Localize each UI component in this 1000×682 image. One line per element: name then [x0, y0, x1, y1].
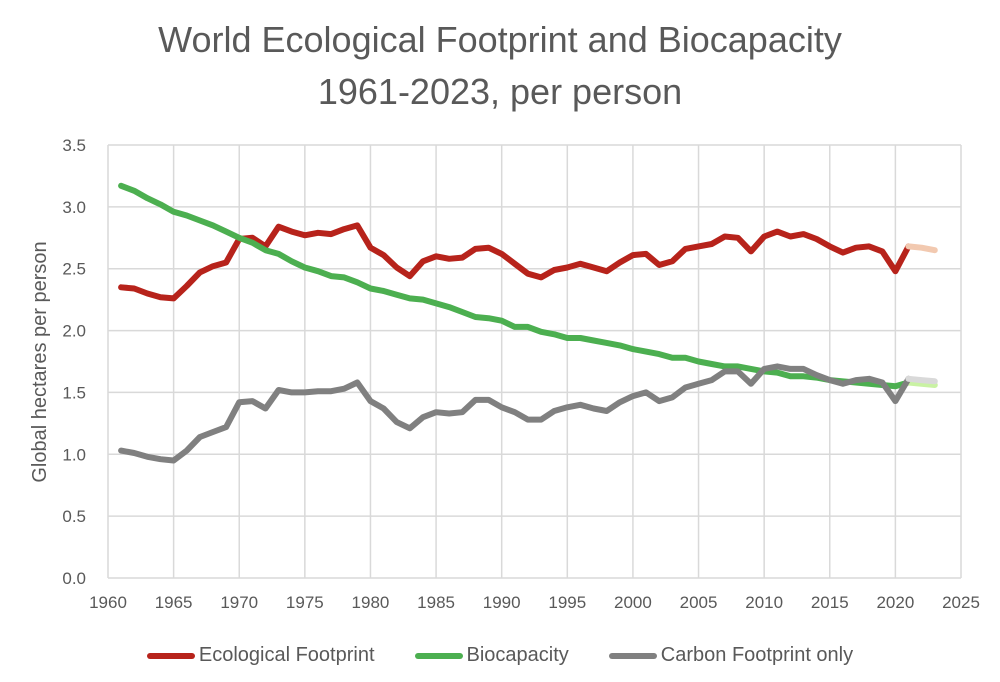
series-lines	[118, 182, 938, 464]
gridlines	[107, 144, 962, 579]
y-tick-label: 1.0	[62, 445, 86, 464]
x-tick-label: 2005	[680, 593, 718, 612]
series-line-biocapacity	[118, 182, 912, 390]
x-tick-label: 2000	[614, 593, 652, 612]
legend-item-biocapacity[interactable]: Biocapacity	[414, 644, 569, 667]
y-tick-label: 1.5	[62, 383, 86, 402]
x-tick-label: 2020	[876, 593, 914, 612]
x-tick-label: 1965	[155, 593, 193, 612]
x-tick-label: 1960	[89, 593, 127, 612]
y-tick-label: 0.5	[62, 507, 86, 526]
x-tick-label: 1980	[352, 593, 390, 612]
legend-item-ecological-footprint[interactable]: Ecological Footprint	[146, 644, 375, 667]
x-tick-label: 2015	[811, 593, 849, 612]
y-tick-label: 2.0	[62, 322, 86, 341]
x-tick-label: 1985	[417, 593, 455, 612]
y-tick-label: 3.0	[62, 198, 86, 217]
y-tick-label: 0.0	[62, 569, 86, 588]
chart-subtitle: 1961-2023, per person	[317, 71, 683, 112]
chart-title: World Ecological Footprint and Biocapaci…	[158, 19, 842, 60]
x-tick-label: 2010	[745, 593, 783, 612]
legend: Ecological Footprint Biocapacity Carbon …	[0, 644, 1000, 667]
series-line-carbon-footprint-only	[118, 363, 912, 464]
y-axis-label: Global hectares per person	[29, 241, 51, 482]
legend-label: Ecological Footprint	[198, 644, 375, 666]
legend-label: Biocapacity	[466, 644, 569, 666]
projection-line-ecological-footprint	[905, 243, 938, 254]
y-tick-label: 2.5	[62, 260, 86, 279]
x-tick-label: 1970	[220, 593, 258, 612]
legend-swatch-ecological-footprint	[146, 652, 195, 659]
x-tick-label: 1990	[483, 593, 521, 612]
x-tick-label: 2025	[942, 593, 980, 612]
series-line-ecological-footprint	[118, 222, 912, 302]
x-tick-label: 1995	[548, 593, 586, 612]
y-tick-label: 3.5	[62, 136, 86, 155]
y-axis-ticks: 0.0 0.5 1.0 1.5 2.0 2.5 3.0 3.5	[62, 136, 86, 588]
projection-line-biocapacity	[905, 379, 938, 388]
legend-item-carbon-footprint[interactable]: Carbon Footprint only	[608, 644, 854, 667]
legend-swatch-biocapacity	[414, 652, 463, 659]
projection-line-carbon-footprint-only	[905, 375, 938, 385]
legend-label: Carbon Footprint only	[660, 644, 854, 666]
x-axis-ticks: 1960 1965 1970 1975 1980 1985 1990 1995 2000 2005…	[89, 593, 980, 612]
x-tick-label: 1975	[286, 593, 324, 612]
legend-swatch-carbon-footprint	[608, 652, 657, 659]
